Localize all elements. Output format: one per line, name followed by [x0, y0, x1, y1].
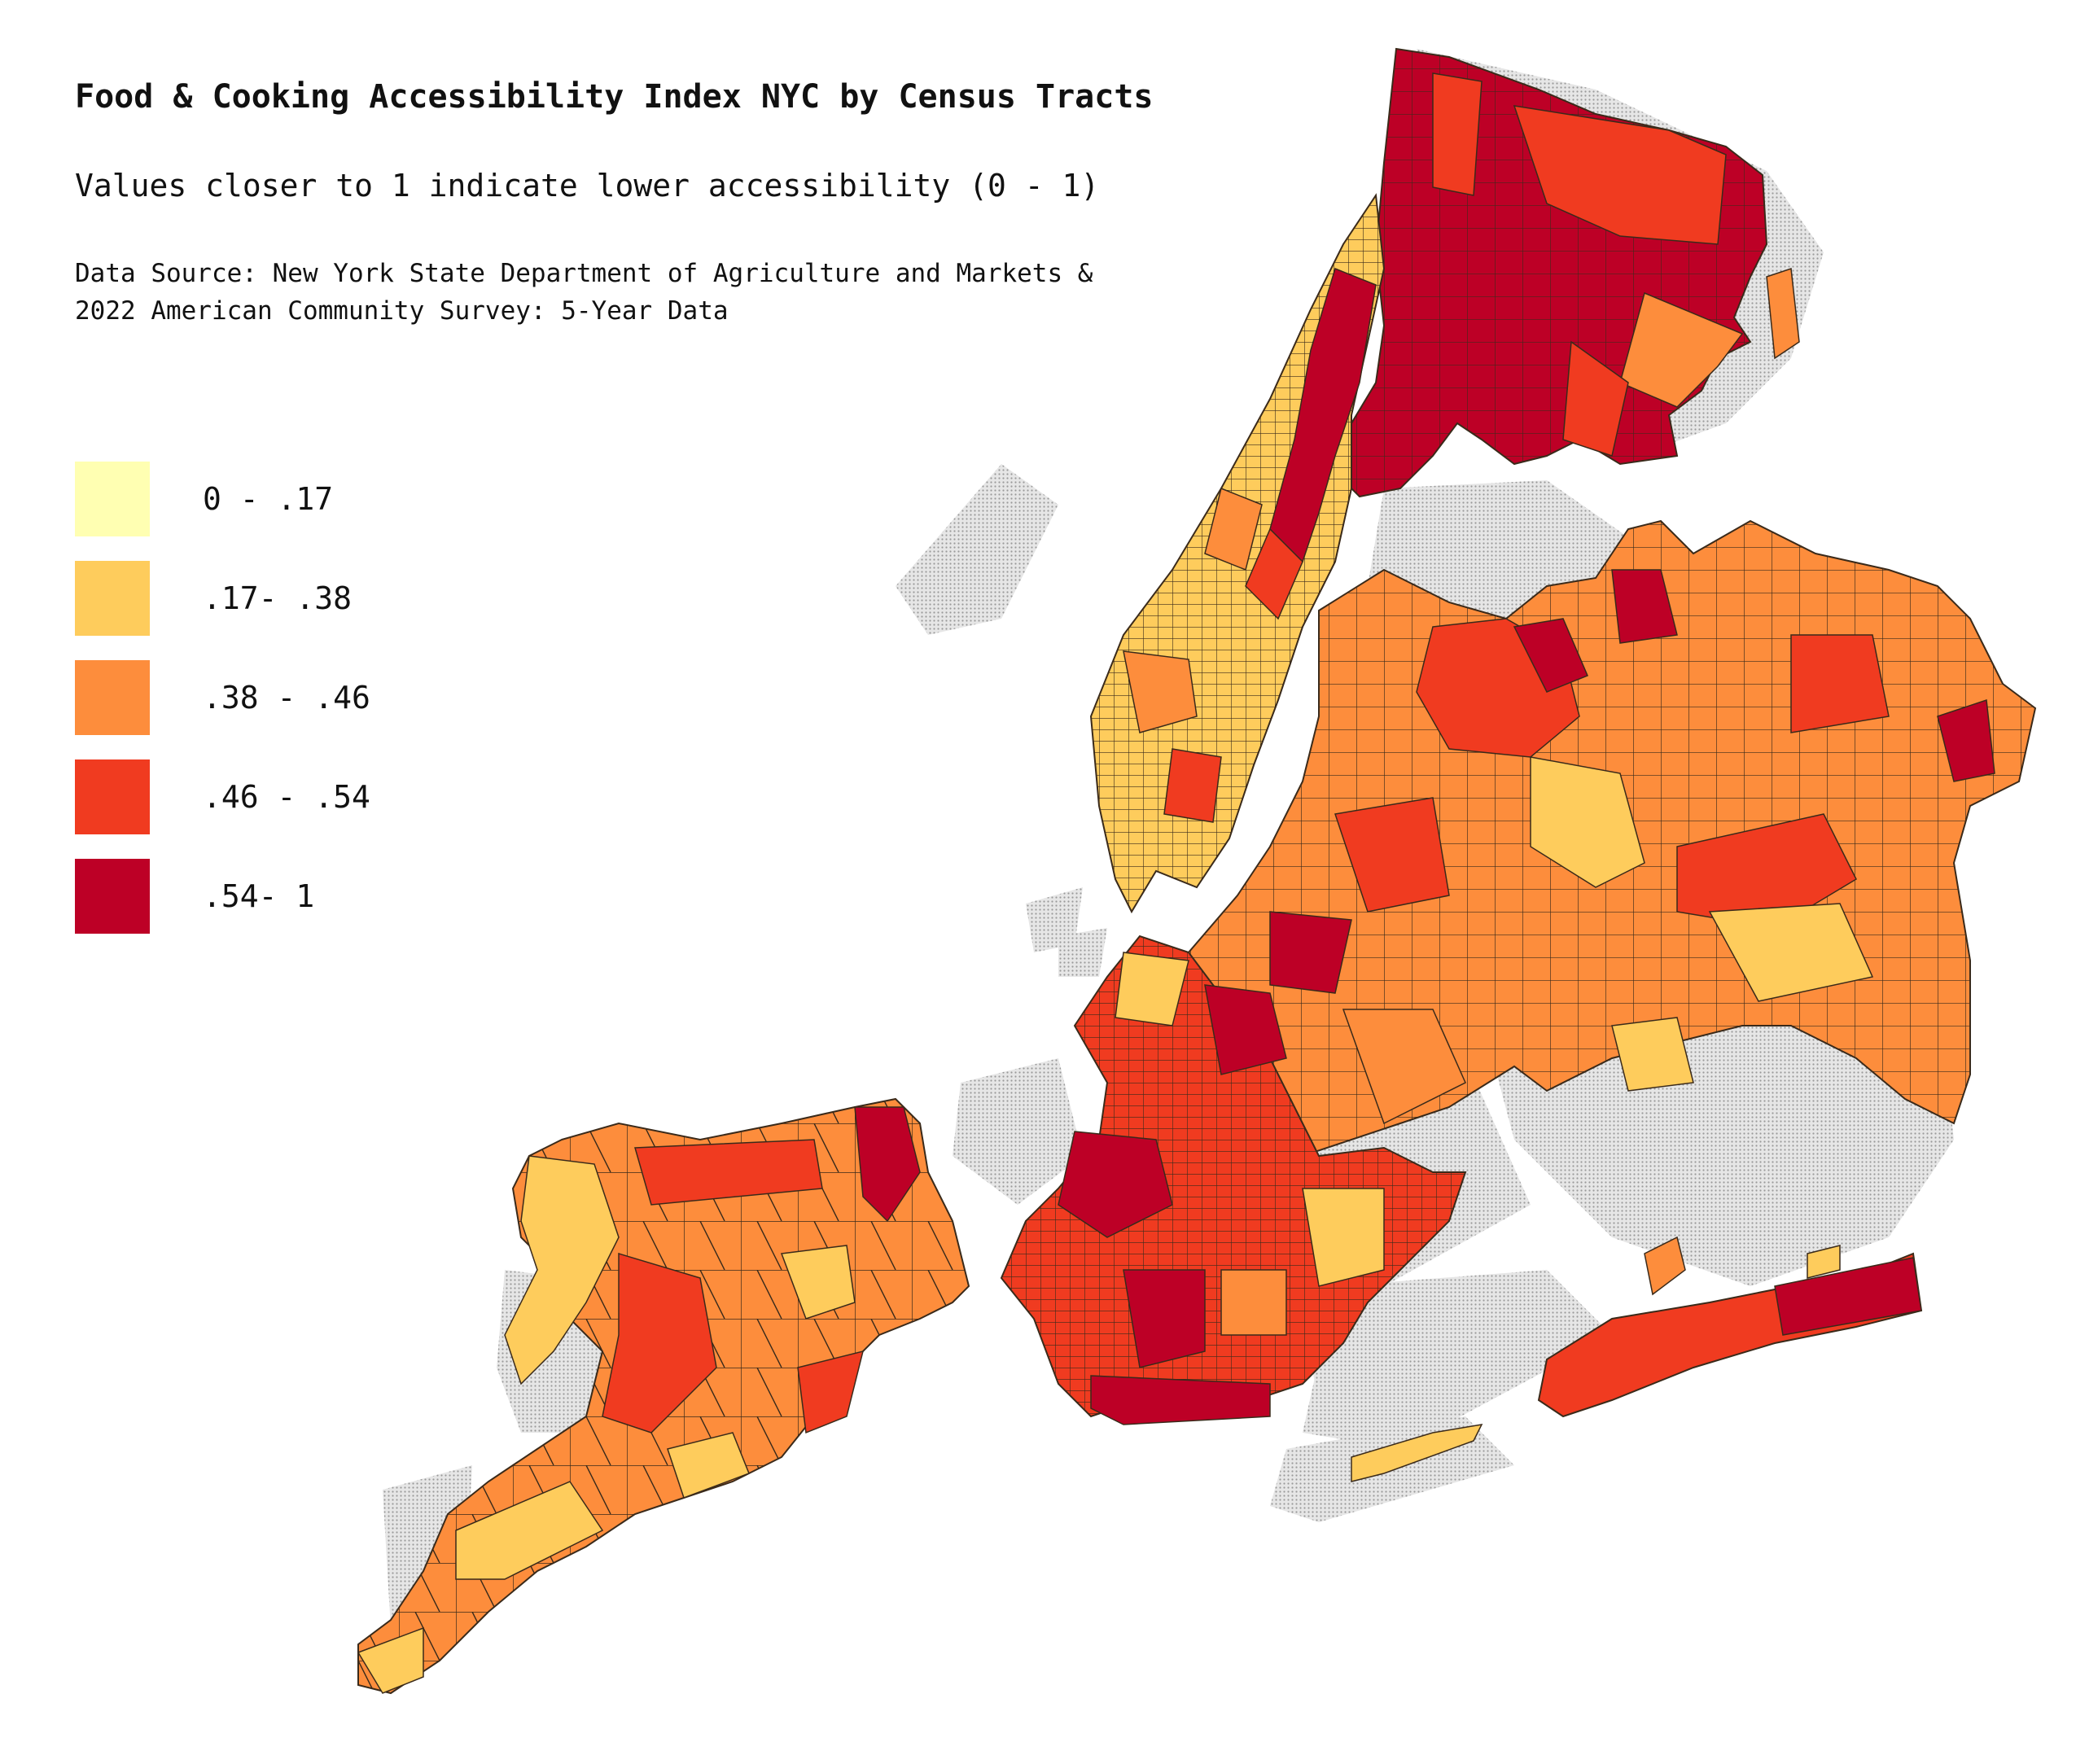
legend-label: 0 - .17	[203, 481, 334, 517]
legend-swatch	[75, 462, 150, 536]
map-subtitle: Values closer to 1 indicate lower access…	[75, 168, 1100, 204]
data-source-note: Data Source: New York State Department o…	[75, 255, 1093, 330]
legend-item: .17- .38	[75, 561, 563, 636]
legend-label: .17- .38	[203, 580, 353, 616]
rockaway	[1351, 1236, 1923, 1482]
legend-item: .46 - .54	[75, 759, 563, 834]
legend-item: 0 - .17	[75, 462, 563, 536]
legend-swatch	[75, 561, 150, 636]
legend-swatch	[75, 759, 150, 834]
queens	[1187, 519, 2037, 1158]
legend-label: .38 - .46	[203, 680, 370, 716]
manhattan	[1089, 193, 1386, 914]
staten-island	[357, 1097, 970, 1695]
legend-item: .54- 1	[75, 859, 563, 934]
legend-label: .46 - .54	[203, 779, 370, 815]
legend-item: .38 - .46	[75, 660, 563, 735]
bronx	[1342, 47, 1768, 498]
brooklyn	[1000, 935, 1467, 1425]
legend-swatch	[75, 859, 150, 934]
legend-label: .54- 1	[203, 878, 315, 914]
map-title: Food & Cooking Accessibility Index NYC b…	[75, 78, 1154, 116]
data-source-line-2: 2022 American Community Survey: 5-Year D…	[75, 296, 729, 326]
data-source-line-1: Data Source: New York State Department o…	[75, 259, 1093, 288]
legend-swatch	[75, 660, 150, 735]
small-islands	[1766, 267, 1800, 360]
